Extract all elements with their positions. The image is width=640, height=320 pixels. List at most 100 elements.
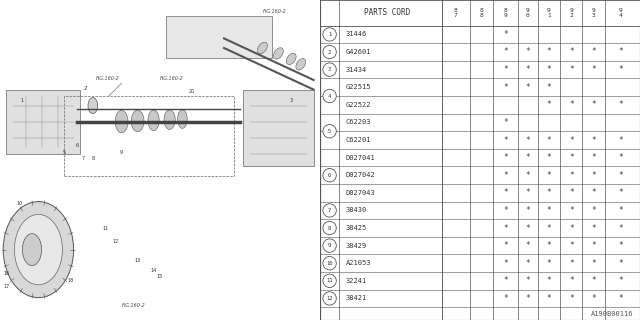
Text: C62203: C62203 <box>346 119 371 125</box>
Circle shape <box>323 204 336 217</box>
Text: 38429: 38429 <box>346 243 367 249</box>
Text: 11: 11 <box>102 227 109 231</box>
Text: *: * <box>547 47 551 57</box>
Text: *: * <box>503 241 508 250</box>
Text: 32241: 32241 <box>346 278 367 284</box>
Text: *: * <box>525 188 531 197</box>
Text: *: * <box>503 259 508 268</box>
Text: *: * <box>618 135 623 145</box>
Text: 9
0: 9 0 <box>526 8 530 18</box>
Text: *: * <box>525 294 531 303</box>
Text: *: * <box>503 153 508 162</box>
Text: *: * <box>569 241 573 250</box>
Ellipse shape <box>286 53 296 65</box>
Text: *: * <box>503 206 508 215</box>
Text: 7: 7 <box>82 156 84 161</box>
Text: *: * <box>569 206 573 215</box>
Polygon shape <box>6 90 80 154</box>
Circle shape <box>323 45 336 59</box>
Text: *: * <box>569 294 573 303</box>
Text: *: * <box>525 83 531 92</box>
Text: *: * <box>618 171 623 180</box>
Text: FIG.160-2: FIG.160-2 <box>160 76 184 81</box>
Text: *: * <box>569 276 573 285</box>
Text: *: * <box>591 171 596 180</box>
Text: 15: 15 <box>157 274 163 279</box>
Text: *: * <box>569 153 573 162</box>
Text: 8
8: 8 8 <box>480 8 483 18</box>
Text: *: * <box>591 206 596 215</box>
Text: G42601: G42601 <box>346 49 371 55</box>
Text: FIG.160-2: FIG.160-2 <box>122 303 145 308</box>
Text: D027041: D027041 <box>346 155 375 161</box>
Text: 7: 7 <box>328 208 332 213</box>
Text: *: * <box>547 241 551 250</box>
Text: 8
9: 8 9 <box>504 8 508 18</box>
Text: *: * <box>525 223 531 233</box>
Ellipse shape <box>88 98 98 114</box>
Circle shape <box>323 169 336 182</box>
Ellipse shape <box>115 110 128 133</box>
Text: A21053: A21053 <box>346 260 371 266</box>
Text: *: * <box>569 100 573 109</box>
Text: *: * <box>618 223 623 233</box>
Text: *: * <box>547 206 551 215</box>
Text: *: * <box>618 153 623 162</box>
Text: *: * <box>547 83 551 92</box>
Circle shape <box>323 274 336 287</box>
Text: C62201: C62201 <box>346 137 371 143</box>
Text: 4: 4 <box>328 93 332 99</box>
Ellipse shape <box>296 59 306 70</box>
Text: 1: 1 <box>328 32 332 37</box>
Text: D027043: D027043 <box>346 190 375 196</box>
Circle shape <box>323 124 336 138</box>
Text: 1: 1 <box>21 98 24 103</box>
Text: *: * <box>569 65 573 74</box>
Text: *: * <box>591 153 596 162</box>
Text: G22522: G22522 <box>346 102 371 108</box>
Circle shape <box>323 239 336 252</box>
Text: G22515: G22515 <box>346 84 371 90</box>
Text: 18: 18 <box>67 277 74 283</box>
Text: 38425: 38425 <box>346 225 367 231</box>
Text: 9: 9 <box>328 243 332 248</box>
Text: 31434: 31434 <box>346 67 367 73</box>
Ellipse shape <box>14 214 63 285</box>
Text: 12: 12 <box>326 296 333 301</box>
Text: *: * <box>591 294 596 303</box>
Text: FIG.160-2: FIG.160-2 <box>262 9 286 14</box>
Text: A190B00116: A190B00116 <box>591 311 634 317</box>
Text: *: * <box>503 30 508 39</box>
Text: *: * <box>547 259 551 268</box>
Text: 2: 2 <box>328 50 332 54</box>
Circle shape <box>323 292 336 305</box>
Text: *: * <box>591 47 596 57</box>
Text: FIG.160-2: FIG.160-2 <box>96 76 120 81</box>
Text: *: * <box>525 153 531 162</box>
Text: *: * <box>547 65 551 74</box>
Text: *: * <box>618 206 623 215</box>
Bar <box>320 0 640 26</box>
Text: *: * <box>569 171 573 180</box>
Text: 8: 8 <box>328 226 332 230</box>
Text: *: * <box>525 65 531 74</box>
Text: 38430: 38430 <box>346 207 367 213</box>
Ellipse shape <box>131 110 144 132</box>
Text: 9
1: 9 1 <box>547 8 550 18</box>
Text: *: * <box>503 294 508 303</box>
Text: 10: 10 <box>16 201 22 206</box>
Text: *: * <box>525 171 531 180</box>
Ellipse shape <box>177 110 187 128</box>
Text: 8: 8 <box>92 156 94 161</box>
Text: *: * <box>591 259 596 268</box>
Text: *: * <box>618 294 623 303</box>
Text: *: * <box>547 135 551 145</box>
Text: *: * <box>569 188 573 197</box>
Text: *: * <box>525 259 531 268</box>
Text: *: * <box>591 276 596 285</box>
Text: 5: 5 <box>328 129 332 134</box>
Circle shape <box>323 63 336 76</box>
Circle shape <box>323 28 336 41</box>
Ellipse shape <box>22 234 42 266</box>
Text: *: * <box>618 259 623 268</box>
